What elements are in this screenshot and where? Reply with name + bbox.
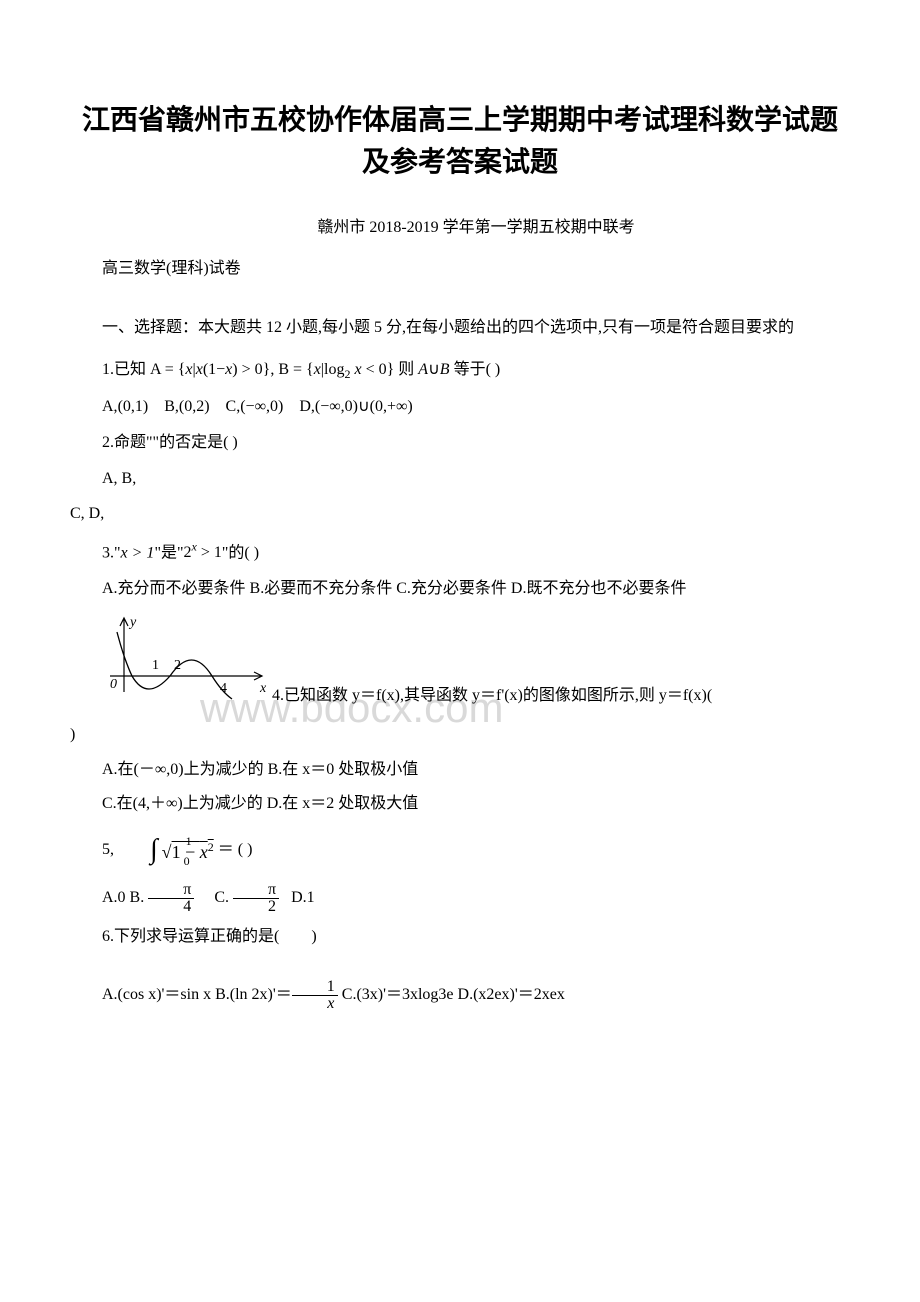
q5-frac-b: π4 [148,882,194,915]
document-subtitle: 赣州市 2018-2019 学年第一学期五校期中联考 [70,214,850,243]
q1-opt-d-label: D, [299,398,315,415]
svg-text:1: 1 [152,658,159,673]
q3-cond2: 2x > 1 [184,544,222,561]
q1-opt-c: (−∞,0) [240,398,283,415]
q2-line2: C, D, [70,500,850,529]
q5-stem: 5, ∫10 √1 − x2 ＝ ( ) [70,825,850,875]
q1-opt-d: (−∞,0)∪(0,+∞) [315,398,413,415]
q1-opt-b-label: B, [164,398,179,415]
q1-math: A = {x|x(1−x) > 0}, B = {x|log2 x < 0} [150,361,394,378]
q1-options: A,(0,1) B,(0,2) C,(−∞,0) D,(−∞,0)∪(0,+∞) [70,393,850,422]
q6-opt-prefix: A.(cos x)'＝sin x B.(ln 2x)'＝ [102,986,292,1003]
q3-suffix: "的( ) [222,544,259,561]
q4-close: ) [70,721,850,750]
q4-graph: 0 y x 1 2 4 [102,614,272,715]
document-content: 江西省赣州市五校协作体届高三上学期期中考试理科数学试题及参考答案试题 赣州市 2… [70,100,850,1012]
svg-text:y: y [128,615,137,630]
q5-paren: ( ) [238,841,253,858]
q5-c-num: π [233,882,279,899]
q5-equals: ＝ [218,841,234,858]
svg-text:x: x [259,681,267,696]
q6-options: A.(cos x)'＝sin x B.(ln 2x)'＝1x C.(3x)'＝3… [70,979,850,1012]
q1-opt-c-label: C, [226,398,241,415]
q1-suffix: 则 A∪B 等于( ) [398,361,500,378]
q5-int-lower: 0 [152,851,190,873]
paper-type: 高三数学(理科)试卷 [70,255,850,284]
q5-opt-d: D.1 [291,889,315,906]
q3-mid: "是" [154,544,183,561]
q1-stem: 1.已知 A = {x|x(1−x) > 0}, B = {x|log2 x <… [70,354,850,386]
q6-frac-den: x [292,996,338,1012]
q1-opt-a: (0,1) [118,398,149,415]
q3-stem: 3."x > 1"是"2x > 1"的( ) [70,535,850,569]
q2-line1: A, B, [70,465,850,494]
q4-opt-line2: C.在(4,＋∞)上为减少的 D.在 x＝2 处取极大值 [70,790,850,819]
q3-cond1: x > 1 [121,544,155,561]
q6-stem: 6.下列求导运算正确的是( ) [70,921,850,953]
q5-options: A.0 B. π4 C. π2 D.1 [70,882,850,915]
q6-frac-num: 1 [292,979,338,996]
q5-frac-c: π2 [233,882,279,915]
document-title: 江西省赣州市五校协作体届高三上学期期中考试理科数学试题及参考答案试题 [70,100,850,184]
q1-opt-b: (0,2) [179,398,210,415]
q3-options: A.充分而不必要条件 B.必要而不充分条件 C.充分必要条件 D.既不充分也不必… [70,575,850,604]
q5-integral: ∫10 √1 − x2 [118,825,214,875]
q6-opt-suffix: C.(3x)'＝3xlog3e D.(x2ex)'＝2xex [338,986,565,1003]
q3-prefix: 3." [102,544,121,561]
q5-int-upper: 1 [154,831,192,853]
svg-text:0: 0 [110,677,117,692]
q4-opt-line1: A.在(－∞,0)上为减少的 B.在 x＝0 处取极小值 [70,756,850,785]
q5-b-num: π [148,882,194,899]
q5-c-den: 2 [233,899,279,915]
q1-opt-a-label: A, [102,398,118,415]
q5-opt-c-label: C. [214,889,229,906]
q4-stem-text: 4.已知函数 y＝f(x),其导函数 y＝f'(x)的图像如图所示,则 y＝f(… [272,682,712,715]
q4-row: 0 y x 1 2 4 4.已知函数 y＝f(x),其导函数 y＝f'(x)的图… [70,610,850,715]
q5-label: 5, [102,841,114,858]
q2-stem: 2.命题""的否定是( ) [70,427,850,459]
q6-frac: 1x [292,979,338,1012]
q1-prefix: 1.已知 [102,361,146,378]
q5-opt-a: A.0 B. [102,889,144,906]
section1-desc: 一、选择题：本大题共 12 小题,每小题 5 分,在每小题给出的四个选项中,只有… [70,314,850,343]
q5-b-den: 4 [148,899,194,915]
